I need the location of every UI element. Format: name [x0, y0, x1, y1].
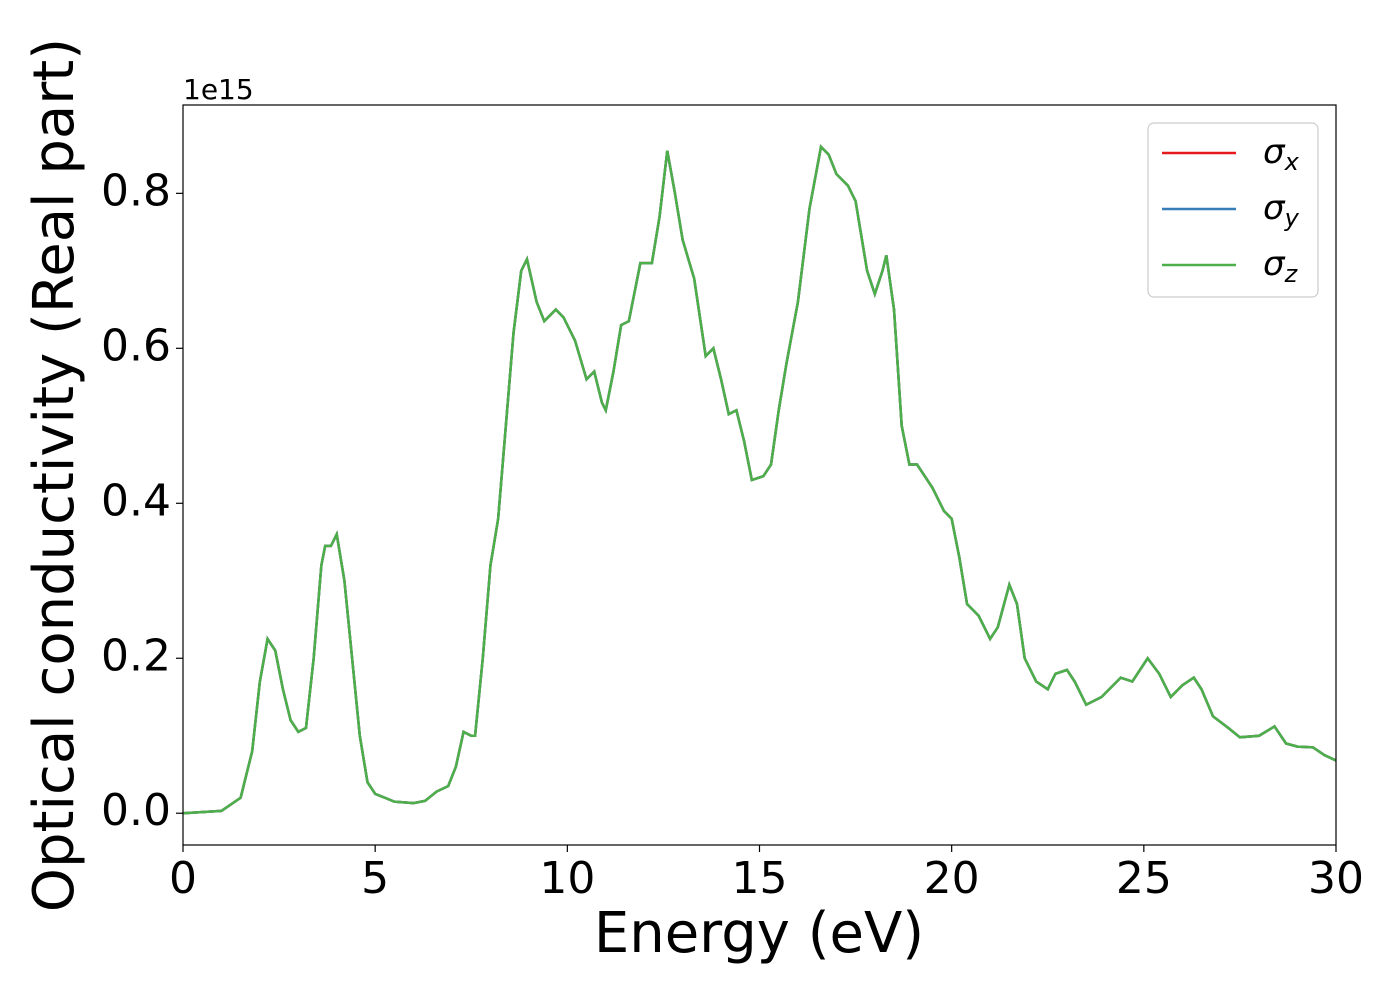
- x-axis-label: Energy (eV): [594, 901, 924, 966]
- legend-label: σx: [1263, 132, 1300, 177]
- y-tick-label: 0.0: [101, 785, 171, 836]
- x-tick-label: 15: [732, 853, 788, 904]
- line: [183, 144, 1336, 815]
- x-tick-label: 5: [361, 853, 389, 904]
- x-tick-label: 10: [539, 853, 595, 904]
- x-tick-label: 20: [924, 853, 980, 904]
- y-tick-label: 0.2: [101, 630, 171, 681]
- axis-offset: 1e15: [183, 73, 254, 106]
- x-tick-label: 0: [169, 853, 197, 904]
- y-tick-label: 0.6: [101, 320, 171, 371]
- plot-frame: [182, 104, 1337, 846]
- legend-label: σz: [1263, 244, 1299, 289]
- y-axis-label: Optical conductivity (Real part): [22, 38, 87, 912]
- x-tick-label: 25: [1116, 853, 1172, 904]
- y-tick-label: 0.8: [101, 165, 171, 216]
- y-tick-label: 0.4: [101, 475, 171, 526]
- x-tick-label: 30: [1308, 853, 1364, 904]
- legend-label: σy: [1263, 188, 1300, 233]
